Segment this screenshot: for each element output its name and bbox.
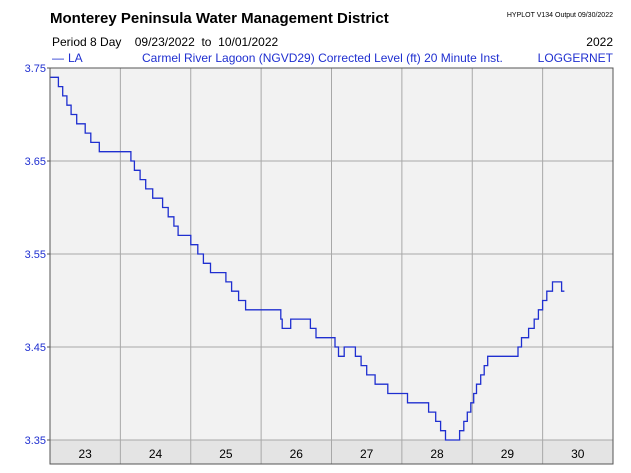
y-tick-label: 3.75 bbox=[25, 63, 46, 75]
period-line: Period 8 Day 09/23/2022 to 10/01/2022 bbox=[52, 35, 278, 49]
y-tick-label: 3.45 bbox=[25, 342, 46, 354]
version-stamp: HYPLOT V134 Output 09/30/2022 bbox=[506, 12, 613, 19]
x-tick-label: 30 bbox=[571, 447, 585, 461]
legend: — LA Carmel River Lagoon (NGVD29) Correc… bbox=[52, 51, 613, 65]
plot-frame bbox=[49, 67, 614, 465]
x-tick-label: 24 bbox=[149, 447, 163, 461]
y-tick-label: 3.55 bbox=[25, 249, 46, 261]
x-tick-label: 28 bbox=[430, 447, 444, 461]
x-tick-label: 26 bbox=[290, 447, 304, 461]
start-date: 09/23/2022 bbox=[134, 35, 195, 49]
x-tick-label: 29 bbox=[501, 447, 515, 461]
legend-series-code: LA bbox=[68, 51, 83, 65]
legend-series-name: Carmel River Lagoon (NGVD29) Corrected L… bbox=[142, 51, 503, 65]
x-tick-label: 27 bbox=[360, 447, 374, 461]
legend-source: LOGGERNET bbox=[537, 51, 613, 65]
end-date: 10/01/2022 bbox=[218, 35, 279, 49]
legend-line-swatch: — bbox=[52, 51, 64, 65]
y-tick-label: 3.35 bbox=[25, 435, 46, 447]
period-label: Period 8 Day bbox=[52, 35, 122, 49]
axis-ticks: 3.75 3.65 3.55 3.45 3.35 23 24 25 26 27 28 29 30 bbox=[25, 63, 585, 461]
x-tick-label: 23 bbox=[79, 447, 93, 461]
y-tick-label: 3.65 bbox=[25, 156, 46, 168]
year-label: 2022 bbox=[586, 35, 613, 49]
chart-title: Monterey Peninsula Water Management Dist… bbox=[50, 10, 389, 27]
x-tick-label: 25 bbox=[219, 447, 233, 461]
to-label: to bbox=[201, 35, 212, 49]
series-line-la bbox=[50, 76, 565, 441]
